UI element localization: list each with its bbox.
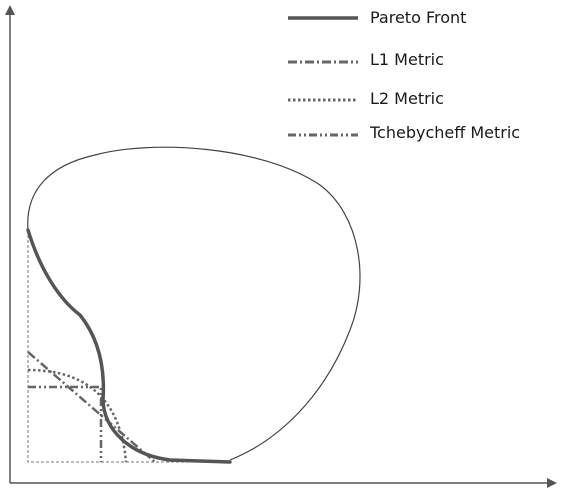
legend-label-l1: L1 Metric: [370, 50, 444, 69]
l2-contour: [27, 368, 128, 463]
legend-label-pareto: Pareto Front: [370, 8, 466, 27]
tchebycheff-contour: [28, 385, 103, 462]
legend-label-l2: L2 Metric: [370, 89, 444, 108]
legend: Pareto Front L1 Metric L2 Metric Tchebyc…: [288, 8, 520, 142]
pareto-front: [26, 228, 232, 464]
feasible-region-outline: [27, 146, 361, 461]
l1-contour: [27, 351, 156, 463]
legend-label-tchebycheff: Tchebycheff Metric: [369, 123, 520, 142]
ideal-guide-lines: [27, 230, 230, 463]
